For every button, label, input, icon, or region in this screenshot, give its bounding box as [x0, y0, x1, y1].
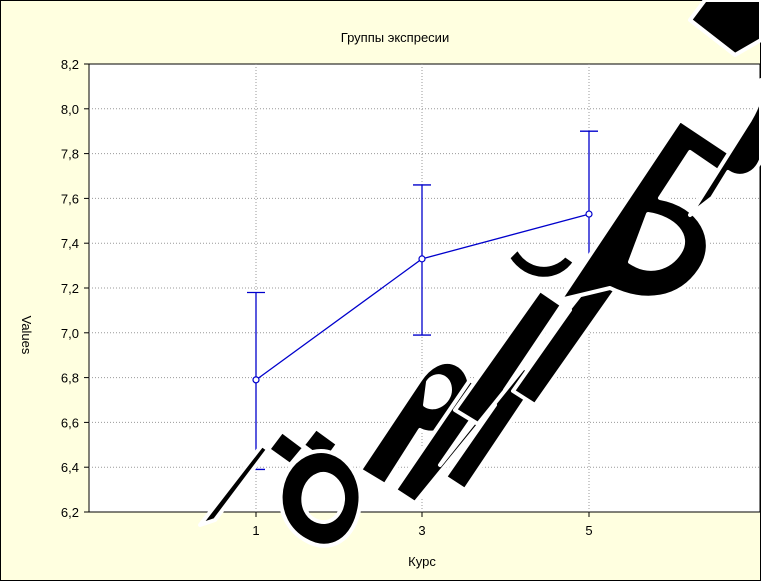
y-tick-label: 7,8 — [61, 147, 79, 162]
y-tick-label: 8,2 — [61, 57, 79, 72]
data-point — [418, 255, 426, 263]
x-axis-ticks: 1 3 5 — [252, 512, 593, 538]
y-axis-ticks: 6,2 6,4 6,6 6,8 7,0 7,2 7,4 7,6 7,8 8,0 8,2 — [61, 57, 89, 520]
x-axis-label: Курс — [408, 554, 436, 569]
y-tick-label: 6,2 — [61, 505, 79, 520]
y-tick-label: 7,6 — [61, 191, 79, 206]
x-tick-label: 1 — [252, 523, 259, 538]
x-tick-label: 5 — [585, 523, 592, 538]
y-tick-label: 6,8 — [61, 371, 79, 386]
data-point — [252, 376, 260, 384]
y-tick-label: 7,4 — [61, 236, 79, 251]
y-tick-label: 7,2 — [61, 281, 79, 296]
x-tick-label: 3 — [418, 523, 425, 538]
y-tick-label: 6,4 — [61, 460, 79, 475]
y-axis-label: Values — [19, 316, 34, 355]
chart-title: Группы экспресии — [341, 30, 449, 45]
data-point — [585, 210, 593, 218]
y-tick-label: 6,6 — [61, 415, 79, 430]
y-tick-label: 7,0 — [61, 326, 79, 341]
y-tick-label: 8,0 — [61, 102, 79, 117]
